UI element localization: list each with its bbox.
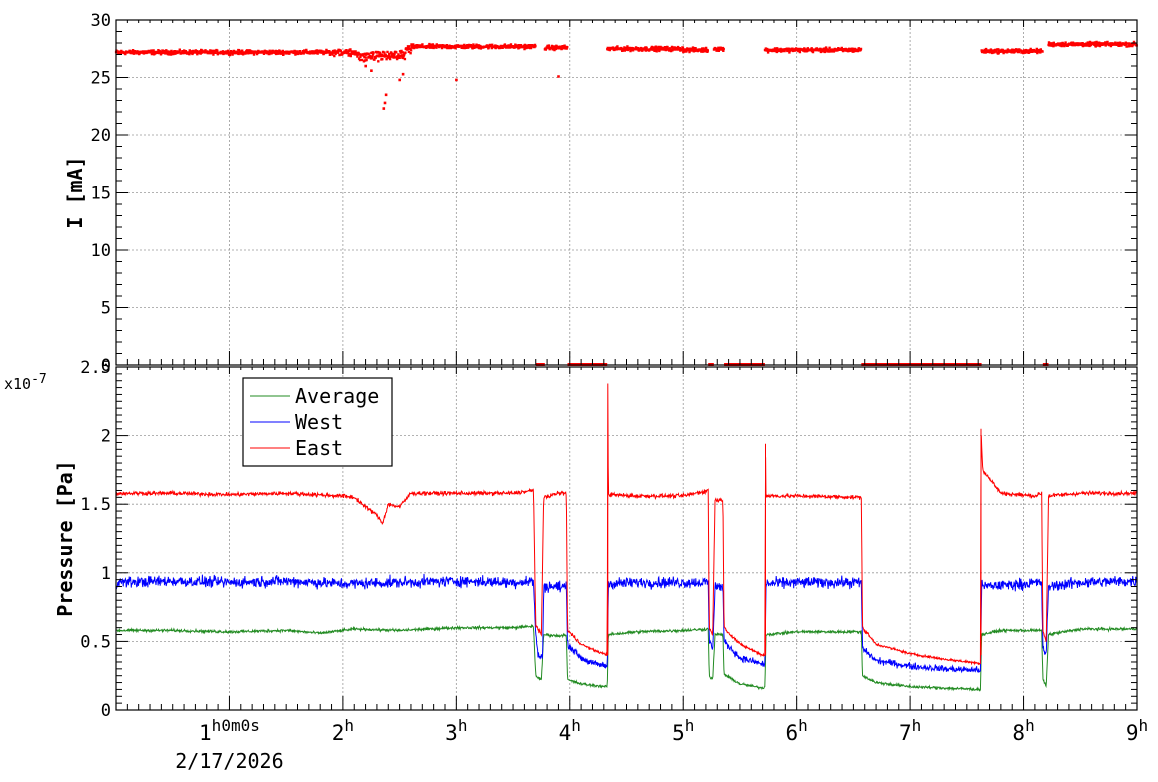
x-tick-label: 1h0m0s bbox=[199, 716, 260, 745]
y-tick-label: 0.5 bbox=[80, 632, 111, 652]
pressure-panel: 0 0.5 1 1.5 2 2.5 x10-7 Pressure [Pa] AverageWes… bbox=[4, 358, 1138, 721]
x-tick-label: 9h bbox=[1126, 716, 1148, 745]
x-tick-label: 7h bbox=[899, 716, 921, 745]
current-plot-background bbox=[116, 20, 1137, 365]
x-tick-label: 2h bbox=[332, 716, 354, 745]
time-axis: 1h0m0s 2h 3h 4h 5h 6h 7h 8h 9h 2/17/2026 bbox=[115, 20, 1148, 773]
legend-entry-west: West bbox=[295, 410, 343, 434]
y-exponent-label: x10-7 bbox=[4, 372, 47, 393]
y-tick-label: 2.5 bbox=[80, 358, 111, 378]
y-tick-label: 20 bbox=[91, 126, 111, 146]
x-tick-label: 4h bbox=[559, 716, 581, 745]
y-tick-label: 10 bbox=[91, 241, 111, 261]
series-east-line bbox=[115, 383, 1138, 666]
series-average bbox=[115, 623, 1138, 692]
current-data-points bbox=[114, 40, 1138, 110]
y-tick-label: 0 bbox=[101, 356, 111, 376]
series-west-line bbox=[115, 573, 1138, 674]
x-axis-date: 2/17/2026 bbox=[175, 749, 283, 773]
x-tick-label: 5h bbox=[672, 716, 694, 745]
current-panel: 0 5 10 15 20 25 30 I [mA] bbox=[63, 11, 1138, 376]
x-tick-label: 8h bbox=[1012, 716, 1034, 745]
legend-entry-average: Average bbox=[295, 384, 379, 408]
x-tick-label: 6h bbox=[786, 716, 808, 745]
y-axis-title-current: I [mA] bbox=[63, 156, 87, 228]
y-tick-label: 30 bbox=[91, 11, 111, 31]
series-east bbox=[115, 383, 1138, 666]
y-tick-label: 2 bbox=[101, 427, 111, 447]
y-tick-label: 1.5 bbox=[80, 495, 111, 515]
y-tick-label: 0 bbox=[101, 701, 111, 721]
y-tick-label: 15 bbox=[91, 184, 111, 204]
y-tick-label: 25 bbox=[91, 69, 111, 89]
series-west bbox=[115, 573, 1138, 674]
x-tick-label: 3h bbox=[445, 716, 467, 745]
y-tick-label: 5 bbox=[101, 299, 111, 319]
legend-entry-east: East bbox=[295, 436, 343, 460]
y-tick-label: 1 bbox=[101, 564, 111, 584]
y-axis-title-pressure: Pressure [Pa] bbox=[53, 460, 77, 617]
series-average-line bbox=[115, 623, 1138, 692]
